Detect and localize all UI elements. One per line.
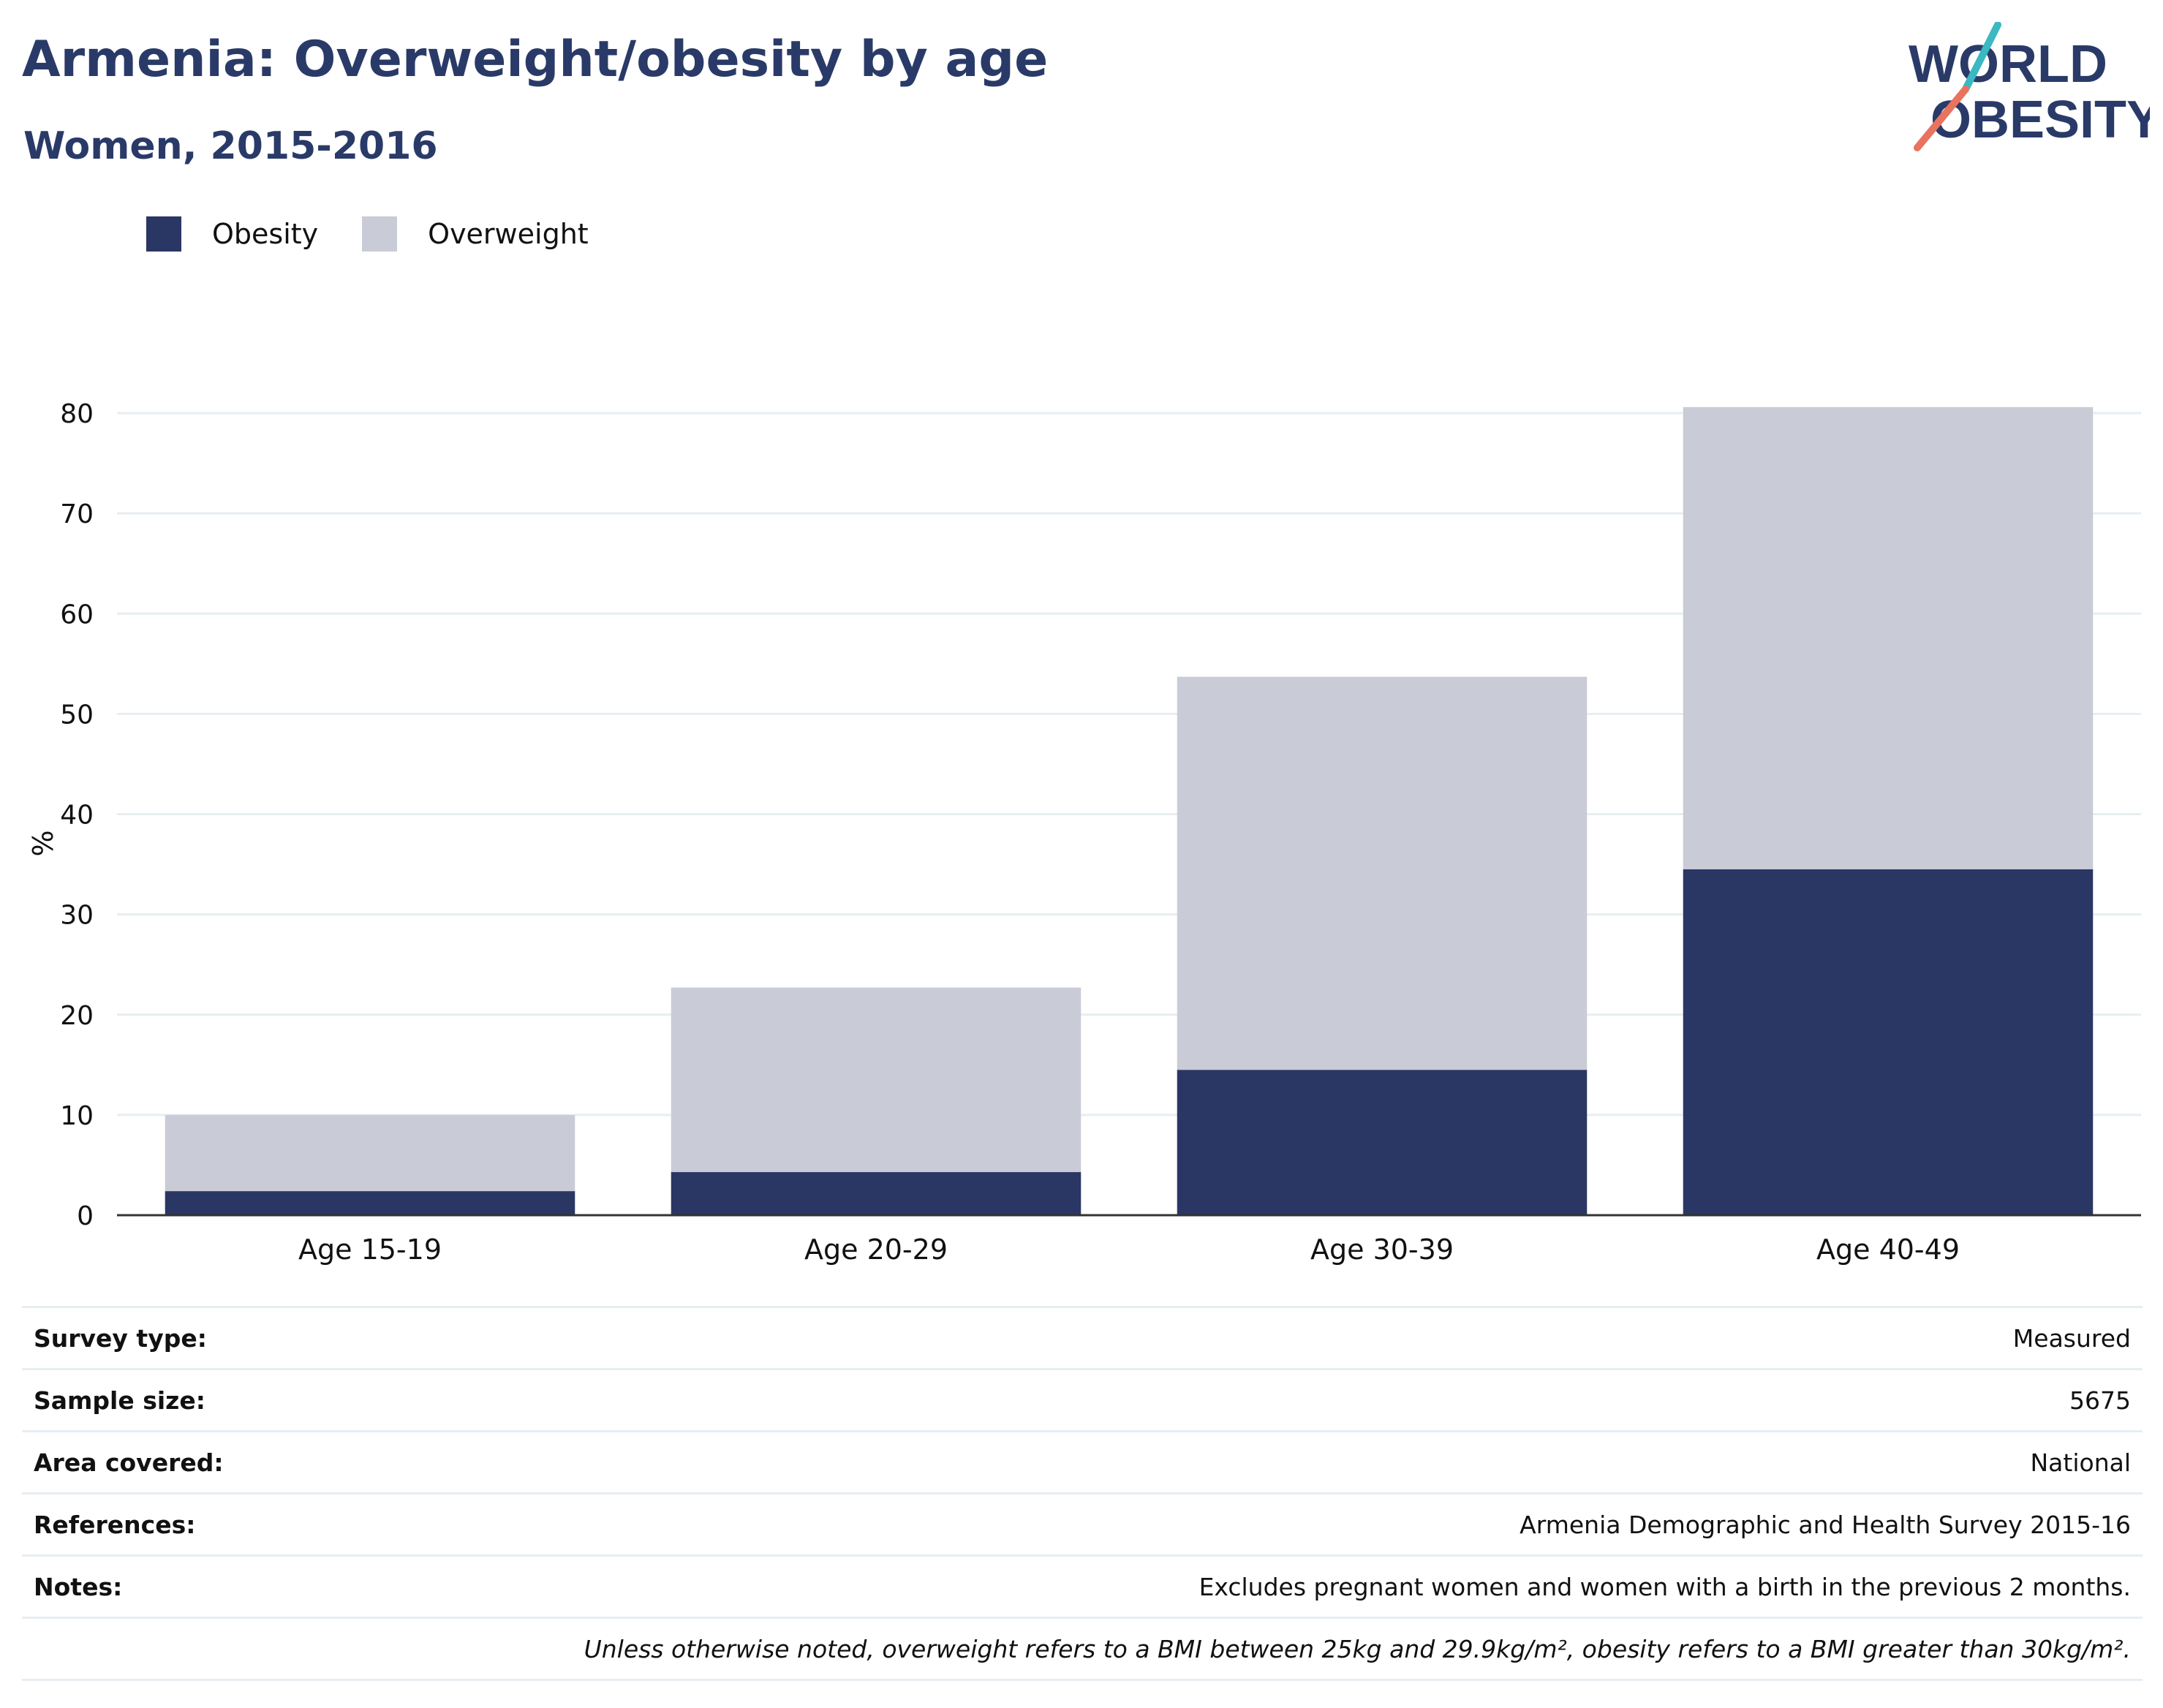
- svg-text:OBESITY: OBESITY: [1930, 91, 2150, 149]
- y-axis-label: %: [27, 830, 59, 856]
- footnote: Unless otherwise noted, overweight refer…: [584, 1634, 2131, 1663]
- legend-swatch-obesity: [146, 216, 181, 252]
- legend-swatch-overweight: [362, 216, 398, 252]
- info-key: Area covered:: [34, 1448, 224, 1477]
- bar-obesity: [165, 1191, 575, 1215]
- info-value: Armenia Demographic and Health Survey 20…: [1520, 1510, 2131, 1539]
- y-tick-label: 10: [60, 1101, 94, 1131]
- y-tick-label: 50: [60, 700, 94, 730]
- info-value: Excludes pregnant women and women with a…: [1198, 1572, 2131, 1601]
- y-tick-label: 40: [60, 801, 94, 831]
- info-key: Sample size:: [34, 1386, 205, 1415]
- legend-item-obesity: Obesity: [146, 216, 318, 252]
- svg-text:WORLD: WORLD: [1909, 35, 2107, 94]
- legend: Obesity Overweight: [146, 216, 633, 252]
- bar-overweight: [1177, 676, 1588, 1070]
- y-tick-label: 0: [77, 1201, 94, 1231]
- bar-obesity: [1683, 869, 2094, 1215]
- info-row-area-covered: Area covered: National: [22, 1432, 2143, 1494]
- info-row-footnote: Unless otherwise noted, overweight refer…: [22, 1619, 2143, 1681]
- info-row-references: References: Armenia Demographic and Heal…: [22, 1494, 2143, 1557]
- legend-label-obesity: Obesity: [212, 218, 319, 250]
- world-obesity-logo: WORLD OBESITY: [1909, 22, 2150, 151]
- info-row-notes: Notes: Excludes pregnant women and women…: [22, 1557, 2143, 1619]
- chart-title: Armenia: Overweight/obesity by age: [22, 31, 1049, 88]
- info-key: Survey type:: [34, 1323, 207, 1353]
- y-tick-label: 70: [60, 499, 94, 529]
- bar-overweight: [671, 987, 1082, 1173]
- bar-overweight: [1683, 407, 2094, 869]
- x-tick-label: Age 30-39: [1310, 1233, 1454, 1266]
- chart-subtitle: Women, 2015-2016: [23, 124, 438, 168]
- bar-overweight: [165, 1114, 575, 1192]
- bar-obesity: [1177, 1070, 1588, 1215]
- bar-obesity: [671, 1172, 1082, 1215]
- y-tick-label: 20: [60, 1001, 94, 1031]
- x-tick-label: Age 20-29: [804, 1233, 948, 1266]
- info-value: 5675: [2069, 1386, 2131, 1415]
- x-tick-label: Age 15-19: [298, 1233, 442, 1266]
- x-tick-label: Age 40-49: [1816, 1233, 1960, 1266]
- legend-label-overweight: Overweight: [428, 218, 589, 250]
- info-table: Survey type: Measured Sample size: 5675 …: [22, 1306, 2143, 1681]
- y-tick-label: 80: [60, 399, 94, 429]
- legend-item-overweight: Overweight: [362, 216, 589, 252]
- info-value: Measured: [2012, 1323, 2131, 1353]
- info-row-survey-type: Survey type: Measured: [22, 1306, 2143, 1370]
- y-tick-label: 60: [60, 600, 94, 630]
- info-key: References:: [34, 1510, 196, 1539]
- y-tick-label: 30: [60, 901, 94, 931]
- info-value: National: [2030, 1448, 2131, 1477]
- info-key: Notes:: [34, 1572, 123, 1601]
- info-row-sample-size: Sample size: 5675: [22, 1370, 2143, 1432]
- bar-chart: 0 10 20 30 40 50 60 70 80% Age 15-19 Age 20-29 Age …: [27, 399, 2141, 1266]
